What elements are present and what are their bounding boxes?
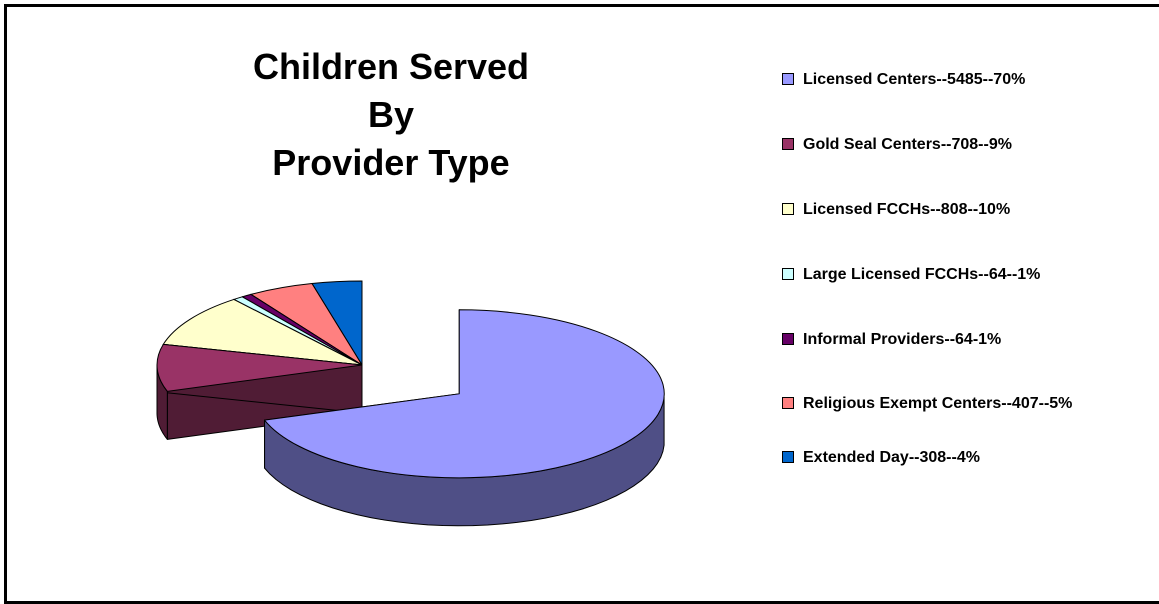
legend-swatch-licensed-centers <box>782 73 794 85</box>
pie-slice-gold-seal-centers <box>156 343 363 440</box>
legend-item-gold-seal-centers: Gold Seal Centers--708--9% <box>782 134 1148 156</box>
legend-item-large-licensed-fcchs: Large Licensed FCCHs--64--1% <box>782 264 1148 286</box>
pie-slice-licensed-centers <box>264 309 665 527</box>
pie-slice-top-gold-seal-centers <box>156 343 363 392</box>
pie-slice-top-licensed-fcchs <box>162 298 363 366</box>
legend-item-licensed-fcchs: Licensed FCCHs--808--10% <box>782 199 1148 221</box>
legend-swatch-large-licensed-fcchs <box>782 268 794 280</box>
legend-label-large-licensed-fcchs: Large Licensed FCCHs--64--1% <box>803 266 1041 283</box>
legend-label-informal-providers: Informal Providers--64-1% <box>803 331 1002 348</box>
chart-title-line-1: Children Served <box>252 46 530 87</box>
legend-label-licensed-fcchs: Licensed FCCHs--808--10% <box>803 201 1011 218</box>
legend-swatch-informal-providers <box>782 333 794 345</box>
chart-title-line-3: Provider Type <box>272 142 510 183</box>
pie-slice-top-licensed-centers <box>264 309 665 479</box>
legend-label-religious-exempt-centers: Religious Exempt Centers--407--5% <box>803 395 1073 412</box>
legend-swatch-religious-exempt-centers <box>782 397 794 409</box>
legend-swatch-extended-day <box>782 451 794 463</box>
legend-swatch-gold-seal-centers <box>782 138 794 150</box>
legend-item-extended-day: Extended Day--308--4% <box>782 447 1148 469</box>
legend-swatch-licensed-fcchs <box>782 203 794 215</box>
chart-title-line-2: By <box>367 94 415 135</box>
chart-title: Children Served By Provider Type <box>187 43 595 187</box>
legend-label-extended-day: Extended Day--308--4% <box>803 449 980 466</box>
legend-item-religious-exempt-centers: Religious Exempt Centers--407--5% <box>782 393 1148 415</box>
legend-label-licensed-centers: Licensed Centers--5485--70% <box>803 71 1026 88</box>
legend-label-gold-seal-centers: Gold Seal Centers--708--9% <box>803 136 1012 153</box>
pie-chart <box>156 280 665 527</box>
legend-item-informal-providers: Informal Providers--64-1% <box>782 329 1148 351</box>
chart-frame: Children Served By Provider Type License… <box>4 4 1159 604</box>
legend-item-licensed-centers: Licensed Centers--5485--70% <box>782 69 1148 91</box>
